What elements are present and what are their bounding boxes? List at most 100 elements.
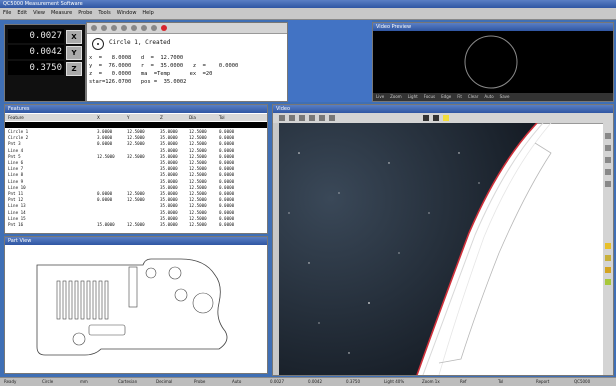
list-cell: 0.0000: [219, 191, 235, 196]
list-row[interactable]: Circle 1 3.0000 12.5000 35.0000 12.5000 0.000…: [5, 129, 267, 135]
list-cell: 32.5000: [127, 141, 145, 147]
list-row[interactable]: Line 6 35.0000 12.5000 0.0000: [5, 160, 267, 166]
list-row[interactable]: Line 13 35.0000 12.5000 0.0000: [5, 203, 267, 209]
tool-icon[interactable]: [299, 115, 305, 121]
tool-icon[interactable]: [309, 115, 315, 121]
light-icon[interactable]: [605, 243, 611, 249]
column-header[interactable]: Dia: [189, 115, 196, 120]
tool-icon[interactable]: [101, 25, 107, 31]
list-row[interactable]: Line 7 35.0000 12.5000 0.0000: [5, 166, 267, 172]
dro-axis-x-button[interactable]: X: [66, 30, 82, 44]
light-icon[interactable]: [605, 279, 611, 285]
tool-icon[interactable]: [121, 25, 127, 31]
menu-item[interactable]: Tools: [98, 10, 111, 16]
light-icon[interactable]: [605, 267, 611, 273]
list-cell: 12.5000: [189, 141, 207, 147]
column-header[interactable]: Tol: [219, 115, 225, 120]
preview-status-item[interactable]: Live: [376, 94, 385, 99]
tool-icon[interactable]: [319, 115, 325, 121]
list-cell: 0.0000: [219, 172, 235, 178]
tool-icon[interactable]: [289, 115, 295, 121]
tool-icon[interactable]: [141, 25, 147, 31]
list-header: Feature X Y Z Dia Tol: [5, 114, 267, 121]
list-cell: Line 6: [8, 160, 24, 165]
menu-item[interactable]: Window: [116, 10, 137, 16]
list-row[interactable]: Pnt 3 0.0000 32.5000 35.0000 12.5000 0.0000: [5, 141, 267, 147]
list-cell: 0.0000: [219, 129, 235, 134]
feature-result-panel: Circle 1, Created x = 8.0008 d = 12.7000…: [86, 22, 288, 102]
list-row[interactable]: Pnt 16 15.0000 12.5000 35.0000 12.5000 0.0000: [5, 222, 267, 228]
tool-icon[interactable]: [605, 181, 611, 187]
list-cell: Line 7: [8, 166, 24, 172]
dro-value-z: 0.3750: [8, 61, 64, 75]
part-view-title: Part View: [5, 237, 267, 245]
list-cell: 35.0000: [160, 184, 178, 190]
dro-axis-z-button[interactable]: Z: [66, 62, 82, 76]
menu-item[interactable]: Help: [142, 10, 154, 16]
preview-status-item[interactable]: Save: [499, 94, 510, 99]
list-row[interactable]: Circle 2 3.0000 12.5000 35.0000 12.5000 0.000…: [5, 135, 267, 141]
light-icon[interactable]: [605, 255, 611, 261]
list-row[interactable]: Line 9 35.0000 12.5000 0.0000: [5, 179, 267, 185]
list-cell: 12.5000: [189, 129, 207, 134]
list-cell: 12.5000: [97, 153, 115, 159]
tool-icon[interactable]: [329, 115, 335, 121]
light-icon[interactable]: [443, 115, 449, 121]
dro-axis-y-button[interactable]: Y: [66, 46, 82, 60]
crosshair-icon[interactable]: [423, 115, 429, 121]
menu-item[interactable]: File: [3, 10, 12, 16]
column-header[interactable]: X: [97, 115, 100, 120]
preview-status-item[interactable]: Edge: [441, 94, 452, 99]
tool-icon[interactable]: [111, 25, 117, 31]
part-drawing[interactable]: [5, 245, 267, 373]
list-cell: Line 9: [8, 178, 24, 184]
preview-status-item[interactable]: Clear: [467, 94, 479, 99]
list-cell: 0.0000: [97, 141, 113, 147]
list-cell: 3.0000: [97, 135, 113, 141]
preview-status-item[interactable]: Light: [407, 94, 418, 99]
preview-status-item[interactable]: Focus: [423, 94, 436, 99]
preview-status-item[interactable]: Auto: [484, 94, 494, 99]
list-cell: Line 4: [8, 147, 24, 153]
feature-line: y = 76.0000 r = 35.0000 z = 0.0000: [89, 63, 239, 69]
list-row[interactable]: Pnt 11 0.0000 12.5000 35.0000 12.5000 0.0000: [5, 191, 267, 197]
list-cell: Circle 1: [8, 129, 29, 134]
list-cell: Pnt 16: [8, 222, 24, 227]
list-row[interactable]: Line 4 35.0000 12.5000 0.0000: [5, 148, 267, 154]
list-row[interactable]: Pnt 12 0.0000 12.5000 35.0000 12.5000 0.0000: [5, 197, 267, 203]
tool-icon[interactable]: [605, 169, 611, 175]
tool-icon[interactable]: [91, 25, 97, 31]
list-row[interactable]: Line 10 35.0000 12.5000 0.0000: [5, 185, 267, 191]
selected-row[interactable]: [5, 122, 267, 128]
dro-panel: 0.0027 X 0.0042 Y 0.3750 Z: [4, 24, 86, 102]
list-row[interactable]: Pnt 5 12.5000 32.5000 35.0000 12.5000 0.0000: [5, 154, 267, 160]
tool-icon[interactable]: [605, 145, 611, 151]
tool-icon[interactable]: [605, 157, 611, 163]
menu-item[interactable]: Probe: [78, 10, 93, 16]
tool-icon[interactable]: [605, 133, 611, 139]
menu-item[interactable]: Measure: [50, 10, 73, 16]
record-icon[interactable]: [161, 25, 167, 31]
list-cell: 35.0000: [160, 166, 178, 172]
list-cell: 0.0000: [219, 184, 235, 190]
target-icon[interactable]: [433, 115, 439, 121]
dro-row-z: 0.3750 Z: [8, 61, 82, 76]
list-cell: 0.0000: [219, 203, 235, 209]
camera-image[interactable]: [279, 123, 603, 375]
tool-icon[interactable]: [131, 25, 137, 31]
column-header[interactable]: Y: [127, 115, 130, 120]
preview-status-item[interactable]: Fit: [457, 94, 462, 99]
menu-item[interactable]: Edit: [17, 10, 28, 16]
tool-icon[interactable]: [151, 25, 157, 31]
status-item: 0.0027: [270, 379, 284, 384]
list-row[interactable]: Line 15 35.0000 12.5000 0.0000: [5, 216, 267, 222]
list-cell: 12.5000: [189, 215, 207, 221]
menu-item[interactable]: View: [33, 10, 45, 16]
tool-icon[interactable]: [279, 115, 285, 121]
preview-status-item[interactable]: Zoom: [390, 94, 402, 99]
list-row[interactable]: Line 14 35.0000 12.5000 0.0000: [5, 210, 267, 216]
column-header[interactable]: Z: [160, 115, 163, 120]
list-cell: 35.0000: [160, 191, 178, 196]
column-header[interactable]: Feature: [8, 115, 24, 120]
list-row[interactable]: Line 8 35.0000 12.5000 0.0000: [5, 172, 267, 178]
